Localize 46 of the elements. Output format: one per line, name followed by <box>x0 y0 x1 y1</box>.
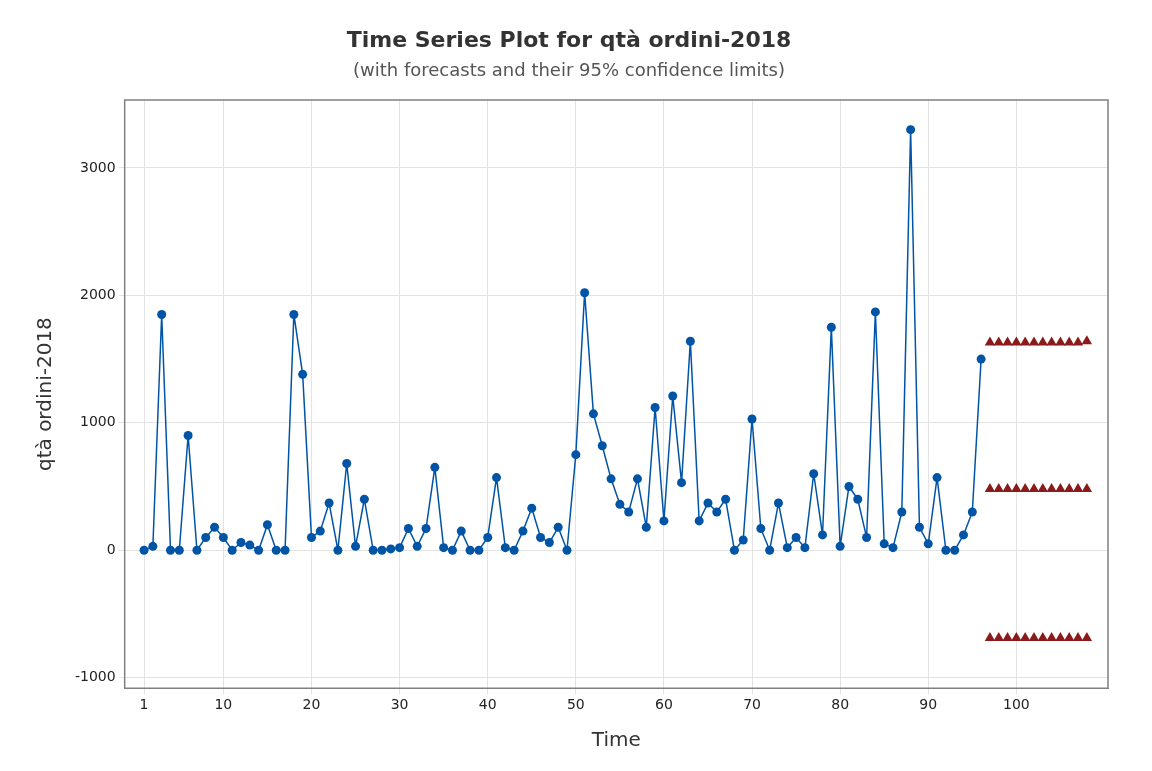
point <box>1019 632 1031 642</box>
point <box>1046 632 1057 642</box>
point <box>1064 632 1075 642</box>
point <box>1081 335 1093 345</box>
x-tick-label: 40 <box>478 696 497 713</box>
point <box>1011 632 1022 642</box>
point <box>1011 483 1022 493</box>
chart-title: Time Series Plot for qtà ordini-2018 <box>346 26 792 52</box>
point <box>1055 632 1066 642</box>
point <box>984 632 996 642</box>
chart-subtitle: (with forecasts and their 95% confidence limits) <box>352 58 786 80</box>
point <box>1046 483 1057 493</box>
x-tick-label: 10 <box>214 696 233 713</box>
point <box>1072 336 1084 346</box>
x-tick-label: 50 <box>566 696 585 713</box>
x-tick-label: 60 <box>655 696 673 713</box>
point <box>984 483 996 493</box>
x-tick-label: 70 <box>743 696 761 713</box>
y-tick-label: -1000 <box>74 668 116 685</box>
x-tick-label: 80 <box>831 696 850 713</box>
y-tick-label: 1000 <box>80 413 116 430</box>
point <box>1019 483 1031 493</box>
y-tick-label: 0 <box>106 540 116 557</box>
point <box>1055 483 1066 493</box>
x-tick-label: 1 <box>139 696 149 713</box>
point <box>993 632 1004 642</box>
x-axis-title: Time <box>590 727 641 752</box>
y-axis-title: qtà ordini-2018 <box>32 317 57 472</box>
point <box>1072 483 1084 493</box>
x-tick-label: 30 <box>390 696 409 713</box>
point <box>1028 483 1040 493</box>
point <box>1037 632 1048 642</box>
point <box>1037 483 1048 493</box>
point <box>1002 483 1013 493</box>
x-tick-label: 90 <box>919 696 938 713</box>
point <box>1081 483 1093 493</box>
point <box>1002 632 1013 642</box>
point <box>993 483 1004 493</box>
point <box>1081 632 1093 642</box>
y-tick-label: 3000 <box>80 158 116 175</box>
point <box>1072 632 1084 642</box>
point <box>1028 632 1040 642</box>
x-tick-label: 100 <box>1003 696 1030 713</box>
y-tick-label: 2000 <box>80 285 116 302</box>
x-tick-label: 20 <box>302 696 321 713</box>
point <box>1064 483 1075 493</box>
